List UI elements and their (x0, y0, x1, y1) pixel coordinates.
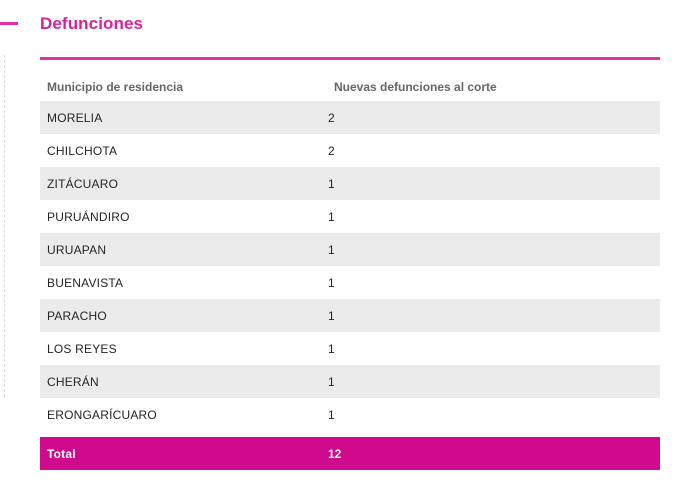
table-row[interactable]: ZITÁCUARO 1 (40, 167, 660, 200)
table-row[interactable]: CHILCHOTA 2 (40, 134, 660, 167)
left-dotted-guide-line (4, 55, 5, 397)
value-cell: 1 (328, 242, 335, 257)
table-row[interactable]: BUENAVISTA 1 (40, 266, 660, 299)
value-cell: 2 (328, 110, 335, 125)
municipio-cell: BUENAVISTA (47, 275, 124, 290)
table-header-row: Municipio de residencia Nuevas defuncion… (40, 74, 660, 100)
table-row[interactable]: PARACHO 1 (40, 299, 660, 332)
total-row[interactable]: Total 12 (40, 437, 660, 470)
cropped-element-edge (0, 22, 18, 25)
table-row[interactable]: MORELIA 2 (40, 101, 660, 134)
value-cell: 1 (328, 209, 335, 224)
deaths-table: Municipio de residencia Nuevas defuncion… (40, 74, 660, 470)
column-header-municipio[interactable]: Municipio de residencia (47, 80, 184, 94)
municipio-cell: CHILCHOTA (47, 143, 118, 158)
value-cell: 1 (328, 341, 335, 356)
value-cell: 1 (328, 275, 335, 290)
value-cell: 1 (328, 176, 335, 191)
table-row[interactable]: CHERÁN 1 (40, 365, 660, 398)
title-underline (40, 57, 660, 60)
value-cell: 1 (328, 407, 335, 422)
municipio-cell: MORELIA (47, 110, 103, 125)
municipio-cell: PURUÁNDIRO (47, 209, 130, 224)
table-row[interactable]: ERONGARÍCUARO 1 (40, 398, 660, 431)
total-label: Total (47, 446, 76, 461)
municipio-cell: ZITÁCUARO (47, 176, 119, 191)
municipio-cell: CHERÁN (47, 374, 99, 389)
table-row[interactable]: LOS REYES 1 (40, 332, 660, 365)
total-value: 12 (328, 446, 342, 461)
column-header-nuevas-defunciones[interactable]: Nuevas defunciones al corte (334, 80, 497, 94)
table-row[interactable]: PURUÁNDIRO 1 (40, 200, 660, 233)
municipio-cell: PARACHO (47, 308, 107, 323)
table-row[interactable]: URUAPAN 1 (40, 233, 660, 266)
value-cell: 2 (328, 143, 335, 158)
municipio-cell: LOS REYES (47, 341, 117, 356)
value-cell: 1 (328, 308, 335, 323)
table-body: MORELIA 2 CHILCHOTA 2 ZITÁCUARO 1 PURUÁN… (40, 101, 660, 431)
value-cell: 1 (328, 374, 335, 389)
municipio-cell: ERONGARÍCUARO (47, 407, 157, 422)
municipio-cell: URUAPAN (47, 242, 107, 257)
page-title: Defunciones (40, 14, 144, 33)
